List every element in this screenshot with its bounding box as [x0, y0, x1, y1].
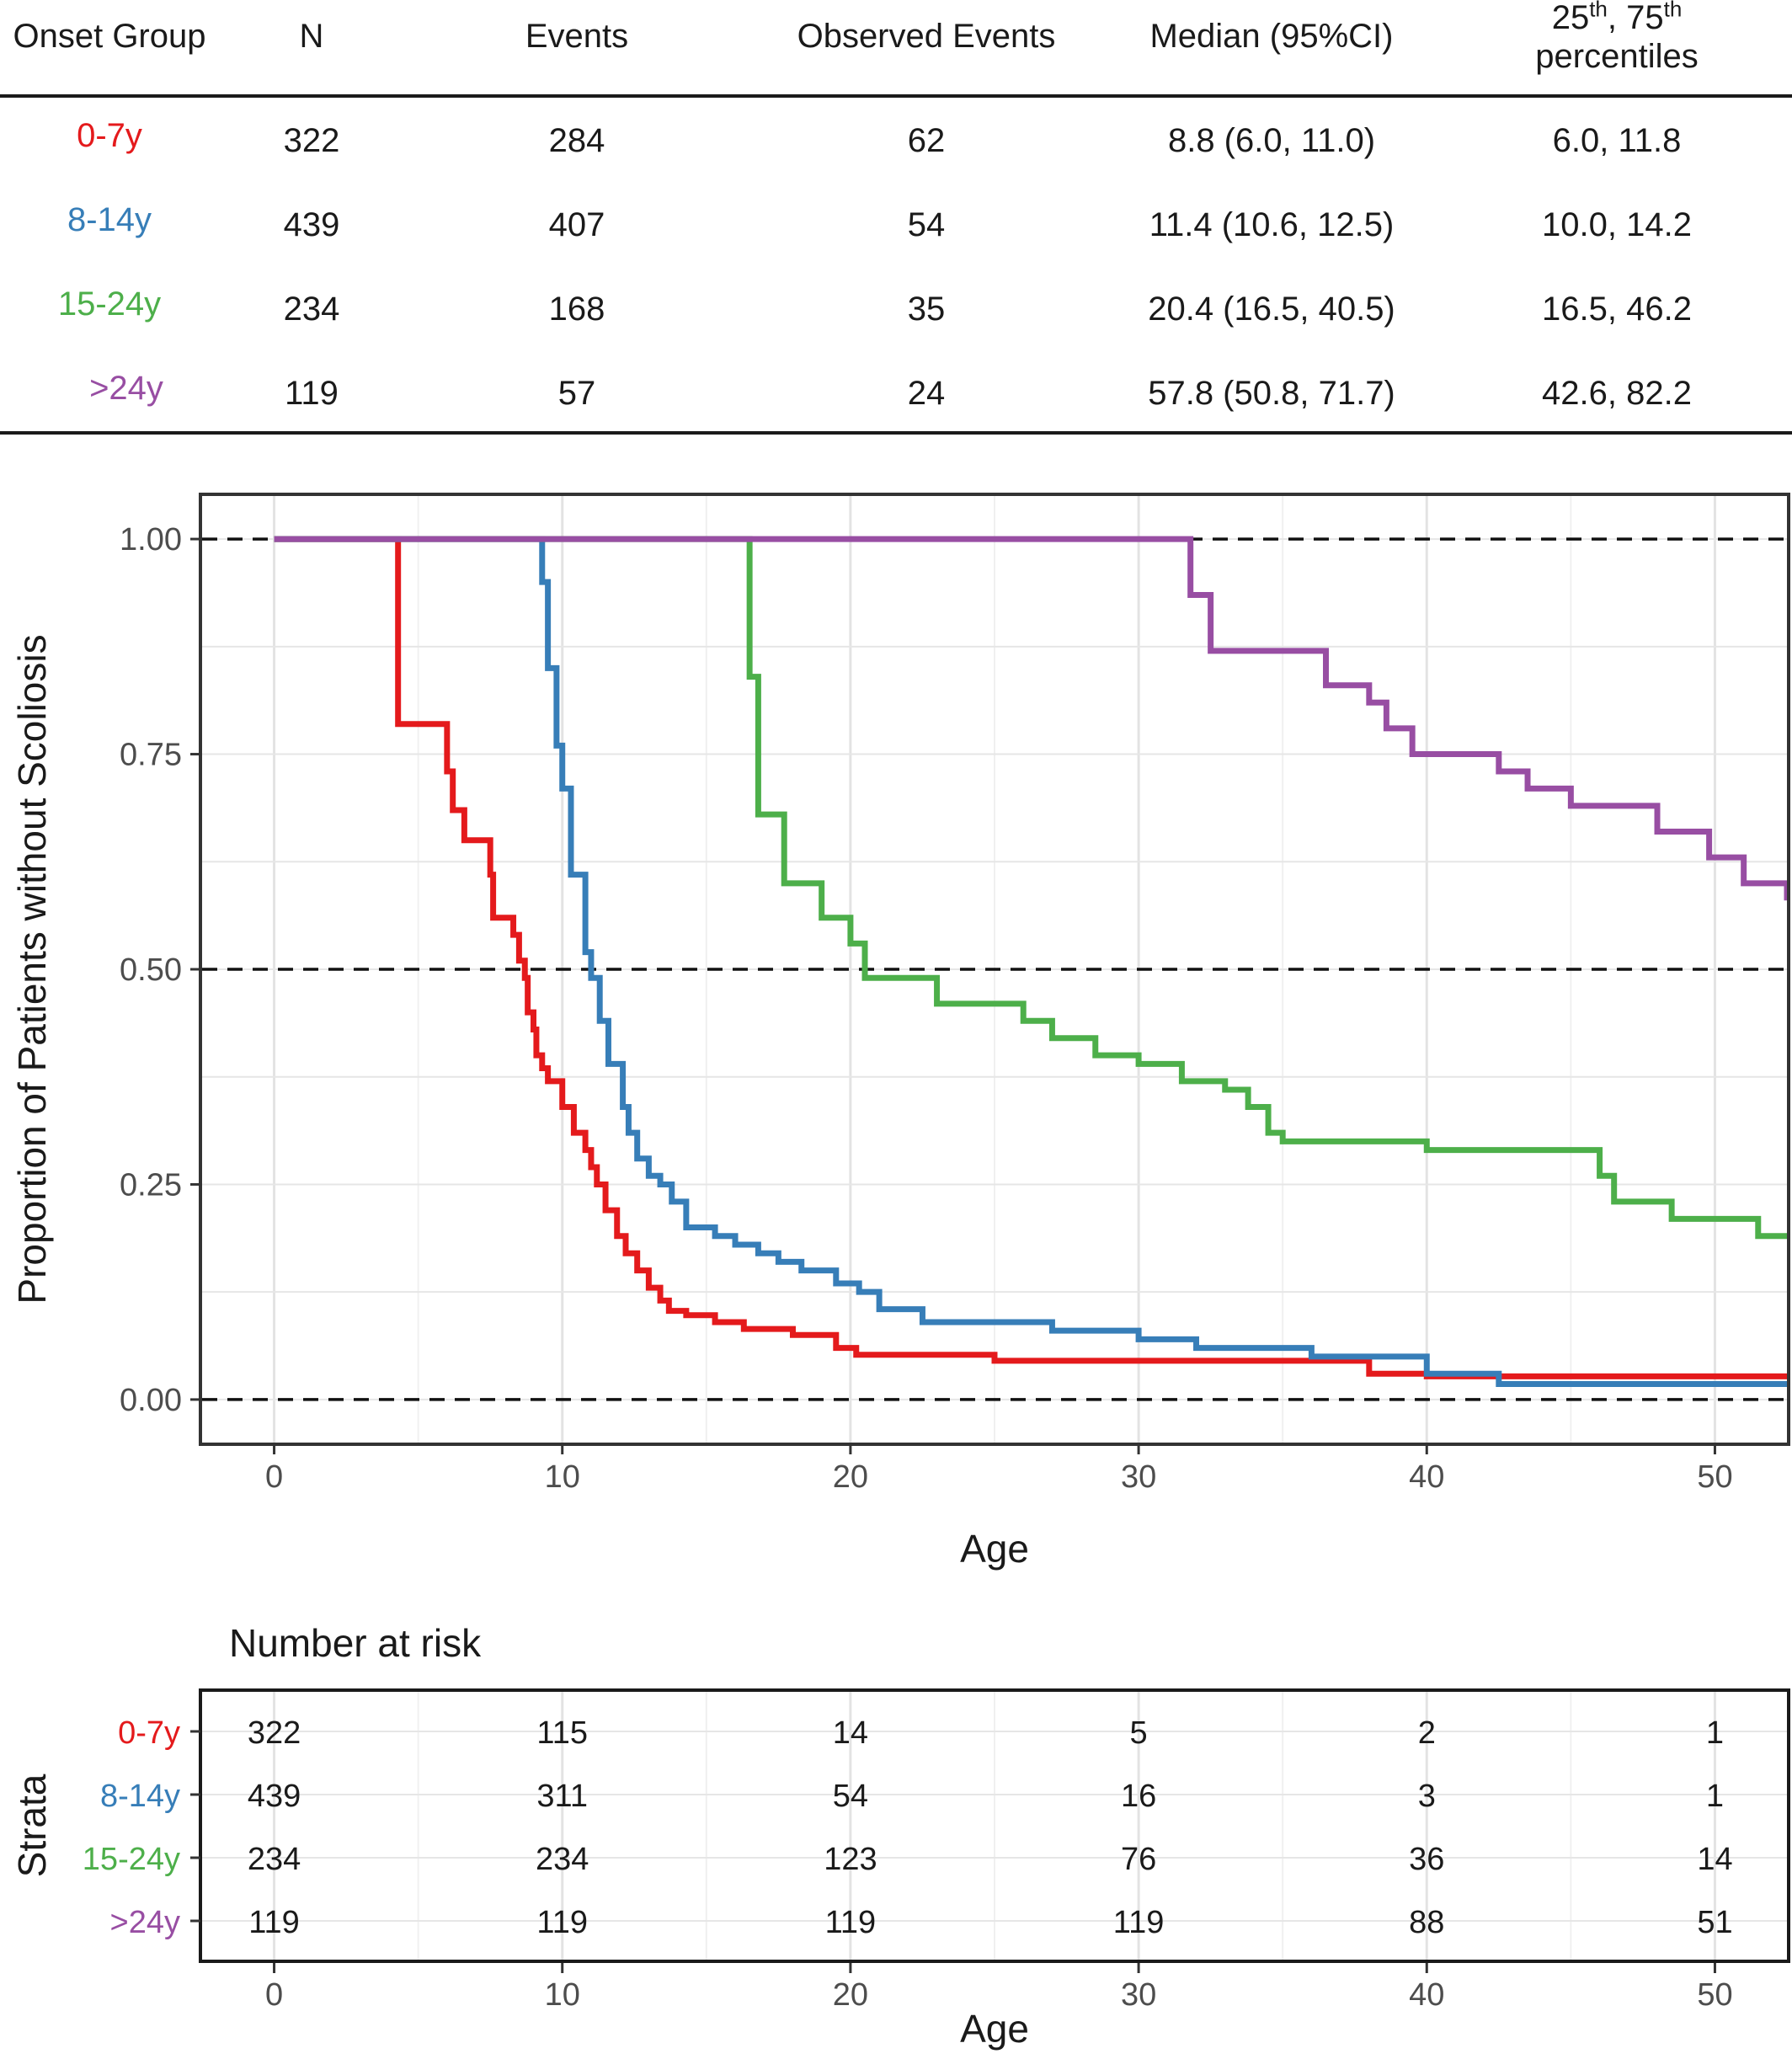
risk-x-tick-label: 40 — [1409, 1977, 1444, 2013]
risk-x-tick-label: 0 — [265, 1977, 283, 2013]
cell-n: 119 — [285, 375, 339, 412]
risk-x-tick-label: 10 — [545, 1977, 580, 2013]
cell-median: 57.8 (50.8, 71.7) — [1148, 375, 1395, 412]
km-x-tick-label: 10 — [545, 1459, 580, 1495]
risk-cell: 1 — [1706, 1715, 1724, 1751]
risk-cell: 16 — [1121, 1779, 1156, 1814]
risk-x-axis: 0 10 20 30 40 50 — [265, 1963, 1733, 2013]
risk-cell: 119 — [1113, 1905, 1165, 1940]
km-y-tick-label: 0.00 — [120, 1383, 182, 1418]
header-percentiles: 25th, 75th percentiles — [1491, 0, 1743, 76]
cell-pct: 42.6, 82.2 — [1542, 375, 1692, 412]
km-y-tick-label: 0.50 — [120, 952, 182, 988]
km-x-axis: 0 10 20 30 40 50 — [265, 1444, 1733, 1495]
risk-cell: 3 — [1418, 1779, 1436, 1814]
cell-observed: 54 — [907, 206, 946, 243]
km-y-tick-label: 1.00 — [120, 522, 182, 557]
cell-group: 8-14y — [67, 201, 152, 238]
km-x-tick-label: 0 — [265, 1459, 283, 1495]
cell-n: 322 — [283, 122, 340, 159]
risk-cell: 76 — [1121, 1842, 1156, 1877]
risk-cell: 234 — [536, 1842, 589, 1877]
cell-median: 20.4 (16.5, 40.5) — [1148, 291, 1395, 328]
risk-cell: 36 — [1409, 1842, 1444, 1877]
risk-cell: 234 — [248, 1842, 301, 1877]
risk-cell: 119 — [825, 1905, 877, 1940]
risk-x-tick-label: 20 — [833, 1977, 868, 2013]
risk-strata-label: 15-24y — [83, 1842, 180, 1877]
risk-cell: 88 — [1409, 1905, 1444, 1940]
risk-strata-label: >24y — [110, 1905, 180, 1940]
km-x-tick-label: 40 — [1409, 1459, 1444, 1495]
risk-cell: 119 — [248, 1905, 300, 1940]
cell-n: 234 — [283, 291, 340, 328]
km-curve-over-24y — [274, 536, 1790, 901]
risk-cell: 311 — [536, 1779, 588, 1814]
km-y-axis-label: Proportion of Patients without Scoliosis — [10, 634, 54, 1304]
risk-cell: 2 — [1418, 1715, 1436, 1751]
table-rule-top — [0, 94, 1792, 98]
cell-events: 168 — [548, 291, 605, 328]
risk-cell: 1 — [1706, 1779, 1724, 1814]
km-curve-15-24y — [274, 536, 1787, 1240]
cell-median: 11.4 (10.6, 12.5) — [1149, 206, 1395, 243]
risk-cell: 119 — [536, 1905, 588, 1940]
header-percentiles-label: percentiles — [1535, 38, 1699, 75]
table-rule-bottom — [0, 431, 1792, 435]
cell-pct: 16.5, 46.2 — [1542, 291, 1692, 328]
risk-cell: 5 — [1130, 1715, 1148, 1751]
risk-table-title: Number at risk — [229, 1621, 482, 1665]
cell-group: >24y — [89, 370, 163, 407]
km-y-axis: 0.00 0.25 0.50 0.75 1.00 — [120, 522, 200, 1418]
risk-strata-label: 0-7y — [118, 1715, 180, 1751]
km-x-tick-label: 50 — [1697, 1459, 1732, 1495]
summary-table: Onset Group N Events Observed Events Med… — [0, 0, 1792, 438]
km-survival-chart: 0 10 20 30 40 50 0.000.250.500.751.00 Age Pro… — [10, 493, 1790, 2051]
risk-cell: 51 — [1697, 1905, 1732, 1940]
risk-x-tick-label: 30 — [1121, 1977, 1156, 2013]
risk-cell: 14 — [833, 1715, 868, 1751]
risk-strata-label: 8-14y — [100, 1779, 180, 1814]
risk-y-axis-label: Strata — [10, 1774, 54, 1877]
cell-group: 15-24y — [57, 285, 162, 323]
risk-table-values: 322 115 14 5 2 1 439 311 54 16 3 1 234 234 123 76 36 14 11… — [248, 1715, 1733, 1940]
risk-grid — [202, 1692, 1787, 1960]
km-x-axis-label: Age — [960, 1527, 1029, 1571]
cell-pct: 10.0, 14.2 — [1542, 206, 1692, 243]
cell-events: 57 — [557, 375, 596, 412]
km-y-tick-label: 0.25 — [120, 1167, 182, 1203]
cell-median: 8.8 (6.0, 11.0) — [1167, 122, 1376, 159]
risk-cell: 115 — [536, 1715, 588, 1751]
risk-strata-axis: 0-7y 8-14y 15-24y >24y — [83, 1715, 200, 1940]
header-pct-sup-1: th — [1589, 0, 1608, 22]
risk-x-axis-label: Age — [960, 2007, 1029, 2051]
risk-cell: 322 — [248, 1715, 301, 1751]
cell-n: 439 — [283, 206, 340, 243]
risk-cell: 14 — [1697, 1842, 1732, 1877]
km-x-tick-label: 30 — [1121, 1459, 1156, 1495]
cell-observed: 62 — [907, 122, 946, 159]
cell-pct: 6.0, 11.8 — [1552, 122, 1682, 159]
risk-panel-border — [199, 1688, 1790, 1963]
cell-observed: 24 — [907, 375, 946, 412]
header-observed-events: Observed Events — [797, 18, 1056, 55]
risk-x-tick-label: 50 — [1697, 1977, 1732, 2013]
cell-events: 407 — [548, 206, 605, 243]
risk-cell: 439 — [248, 1779, 301, 1814]
cell-observed: 35 — [907, 291, 946, 328]
header-onset-group: Onset Group — [13, 18, 206, 55]
cell-events: 284 — [548, 122, 605, 159]
km-x-tick-label: 20 — [833, 1459, 868, 1495]
km-y-tick-label: 0.75 — [120, 738, 182, 773]
km-curves — [274, 536, 1790, 1388]
header-n: N — [299, 18, 324, 55]
km-curve-8-14y — [274, 536, 1787, 1388]
header-events: Events — [525, 18, 629, 55]
header-pct-sup-2: th — [1663, 0, 1683, 22]
cell-group: 0-7y — [77, 117, 142, 154]
risk-cell: 123 — [824, 1842, 877, 1877]
km-curve-0-7y — [274, 536, 1787, 1379]
header-median: Median (95%CI) — [1149, 18, 1394, 55]
risk-cell: 54 — [833, 1779, 868, 1814]
